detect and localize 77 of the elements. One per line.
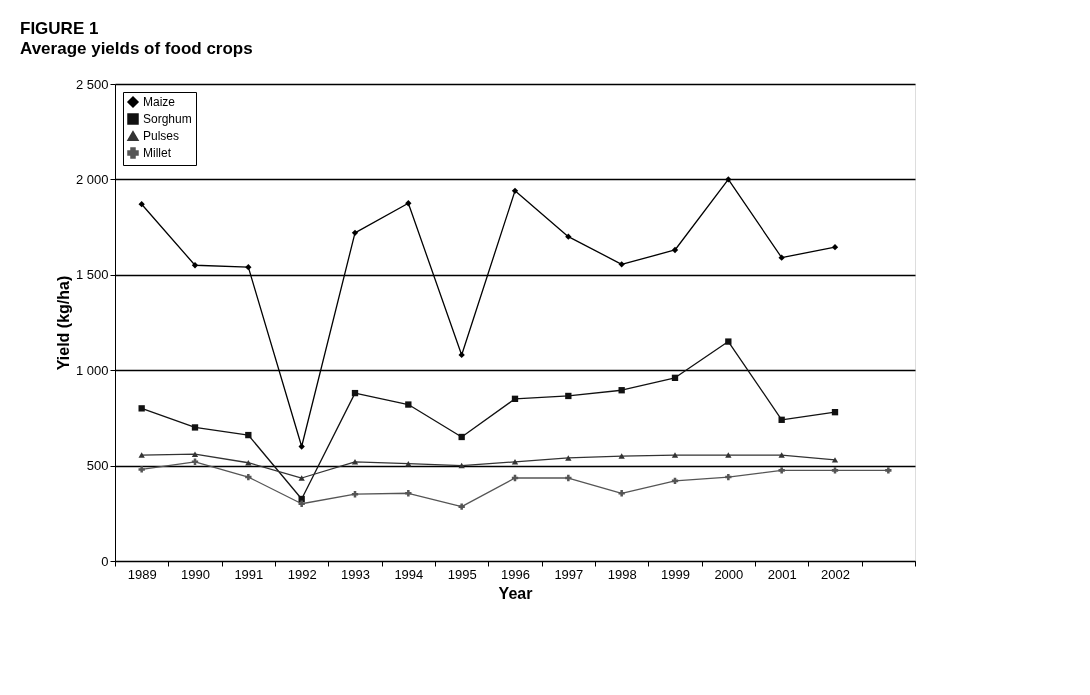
point	[618, 490, 625, 497]
point	[511, 459, 519, 465]
y-tick-label: 500	[86, 458, 109, 474]
y-tick-label: 1 500	[75, 267, 109, 283]
point	[831, 457, 839, 463]
point	[138, 452, 145, 458]
point	[831, 467, 839, 474]
point	[725, 473, 732, 481]
point	[725, 176, 732, 183]
point	[778, 254, 785, 261]
chart-title: FIGURE 1	[20, 19, 99, 38]
point	[511, 395, 519, 402]
x-tick-label: 2000	[714, 566, 744, 582]
point	[885, 467, 892, 474]
x-tick-label: 1992	[287, 566, 317, 582]
point	[138, 405, 145, 412]
point	[351, 459, 359, 465]
y-axis-title: Yield (kg/ha)	[54, 275, 72, 371]
point	[725, 338, 732, 345]
point	[565, 455, 572, 461]
chart-subtitle: Average yields of food crops	[20, 39, 253, 58]
point	[671, 452, 679, 458]
point	[298, 443, 305, 450]
point	[671, 374, 679, 381]
point	[298, 475, 305, 481]
point	[138, 201, 145, 208]
point	[458, 433, 465, 441]
point	[565, 474, 572, 482]
y-tick-label: 2 000	[75, 171, 109, 187]
x-tick-label: 1990	[181, 566, 210, 582]
x-tick-label: 1999	[661, 566, 690, 582]
x-tick-label: 1998	[607, 566, 637, 582]
point	[778, 467, 785, 474]
point	[245, 431, 252, 439]
point	[405, 200, 412, 207]
point	[191, 262, 199, 269]
point	[831, 243, 839, 251]
x-tick-label: 1991	[234, 566, 264, 582]
point	[778, 452, 785, 458]
y-tick-label: 0	[101, 553, 109, 569]
point	[458, 503, 465, 510]
point	[191, 451, 199, 457]
x-tick-label: 1996	[501, 566, 530, 582]
y-tick-label: 1 000	[75, 362, 109, 378]
point	[565, 392, 572, 400]
point	[245, 473, 252, 481]
x-tick-label: 1989	[127, 566, 157, 582]
point	[245, 264, 252, 271]
point	[351, 389, 359, 397]
x-tick-label: 1995	[447, 566, 477, 582]
x-tick-label: 2002	[821, 566, 850, 582]
point	[458, 351, 465, 359]
x-tick-label: 2001	[767, 566, 797, 582]
point	[725, 452, 732, 458]
legend-label: Sorghum	[143, 112, 192, 126]
point	[138, 466, 145, 473]
x-tick-label: 1994	[394, 566, 424, 582]
point	[831, 409, 839, 416]
point	[511, 187, 519, 195]
x-tick-label: 1997	[554, 566, 584, 582]
legend-label: Pulses	[143, 129, 180, 143]
x-axis-title: Year	[498, 584, 533, 602]
x-tick-label: 1993	[341, 566, 370, 582]
point	[618, 453, 625, 459]
legend-label: Maize	[143, 95, 176, 109]
legend-label: Millet	[143, 146, 172, 160]
point	[191, 424, 199, 431]
point	[618, 261, 625, 268]
y-tick-label: 2 500	[75, 76, 109, 92]
point	[671, 246, 679, 254]
point	[298, 500, 305, 507]
point	[405, 401, 412, 408]
point	[351, 229, 359, 236]
point	[405, 490, 412, 497]
point	[618, 387, 625, 394]
point	[565, 233, 572, 240]
point	[778, 416, 785, 423]
